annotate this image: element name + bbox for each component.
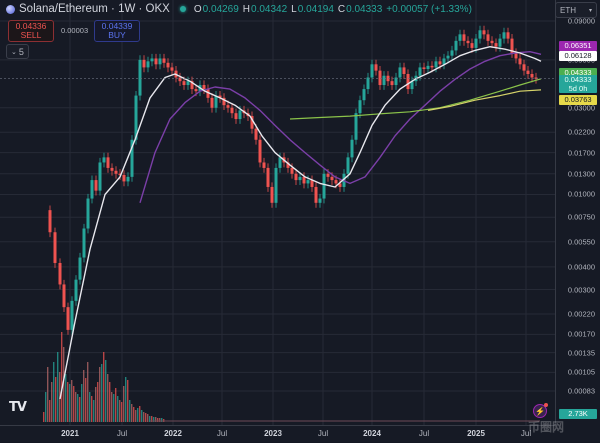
price-chart-canvas[interactable] (0, 0, 555, 425)
price-tick-label: 0.00105 (567, 367, 595, 377)
price-tick-label: 0.00400 (567, 262, 595, 272)
market-status-icon (179, 6, 186, 12)
price-tick-label: 0.00300 (567, 285, 595, 295)
indicator-count: 5 (18, 46, 24, 57)
chevron-down-icon: ⌄ (11, 48, 17, 56)
price-tick-label: 0.01000 (567, 189, 595, 199)
price-tick-label: 0.00750 (567, 212, 595, 222)
time-tick-label: 2022 (164, 429, 182, 438)
price-tag: 0.06128 (559, 51, 597, 61)
spread-value: 0.00003 (61, 26, 89, 35)
symbol-title[interactable]: Solana/Ethereum · 1W · OKX (19, 3, 170, 15)
solana-logo-icon (6, 4, 15, 14)
watermark: 币圈网 (528, 420, 565, 434)
volume-tag: 2.73K (559, 409, 597, 419)
ohlc-open: O0.04269 (193, 3, 239, 15)
ohlc-low: L0.04194 (291, 3, 334, 15)
ohlc-high: H0.04342 (242, 3, 288, 15)
price-tick-label: 0.00135 (567, 348, 595, 358)
ohlc-close: C0.04333 (337, 3, 383, 15)
price-tag: 0.04333 (559, 68, 597, 78)
time-tick-label: 2021 (61, 429, 79, 438)
price-tag: 0.06351 (559, 41, 597, 51)
time-tick-label: Jul (317, 429, 329, 438)
caret-down-icon: ▾ (588, 7, 592, 14)
price-tag: 0.04333 5d 0h (559, 75, 597, 93)
ohlc-change: +0.00057 (+1.33%) (386, 3, 472, 15)
time-axis[interactable]: 2021 Jul 2022 Jul 2023 Jul 2024 Jul 2025 Jul (0, 425, 555, 443)
currency-select[interactable]: ETH ▾ (555, 2, 597, 18)
chart-header: Solana/Ethereum · 1W · OKX O0.04269 H0.0… (6, 3, 476, 15)
time-tick-label: 2023 (264, 429, 282, 438)
price-tick-label: 0.01300 (567, 169, 595, 179)
time-tick-label: Jul (520, 429, 532, 438)
buy-price: 0.04339 (101, 21, 133, 31)
time-tick-label: 2025 (467, 429, 485, 438)
indicators-toggle-button[interactable]: ⌄ 5 (6, 44, 29, 59)
time-tick-label: Jul (116, 429, 128, 438)
time-tick-label: Jul (418, 429, 430, 438)
price-axis[interactable]: 0.090000.055000.030000.022000.017000.013… (555, 0, 600, 425)
buy-button[interactable]: 0.04339 BUY (94, 20, 140, 42)
buy-label: BUY (108, 30, 126, 40)
sell-price: 0.04336 (15, 21, 47, 31)
price-tick-label: 0.02200 (567, 127, 595, 137)
price-tag: 0.03763 (559, 95, 597, 105)
price-tick-label: 0.03000 (567, 103, 595, 113)
price-tick-label: 0.00170 (567, 329, 595, 339)
flash-alert-icon[interactable]: ⚡ (533, 403, 548, 418)
time-tick-label: 2024 (363, 429, 381, 438)
tradingview-logo-icon[interactable]: TV (9, 400, 27, 415)
sell-button[interactable]: 0.04336 SELL (8, 20, 54, 42)
price-tick-label: 0.00220 (567, 309, 595, 319)
time-tick-label: Jul (216, 429, 228, 438)
price-tick-label: 0.09000 (567, 16, 595, 26)
price-tick-label: 0.00550 (567, 237, 595, 247)
price-tick-label: 0.01700 (567, 148, 595, 158)
currency-value: ETH (560, 5, 576, 15)
price-tick-label: 0.00083 (567, 386, 595, 396)
sell-label: SELL (20, 30, 42, 40)
